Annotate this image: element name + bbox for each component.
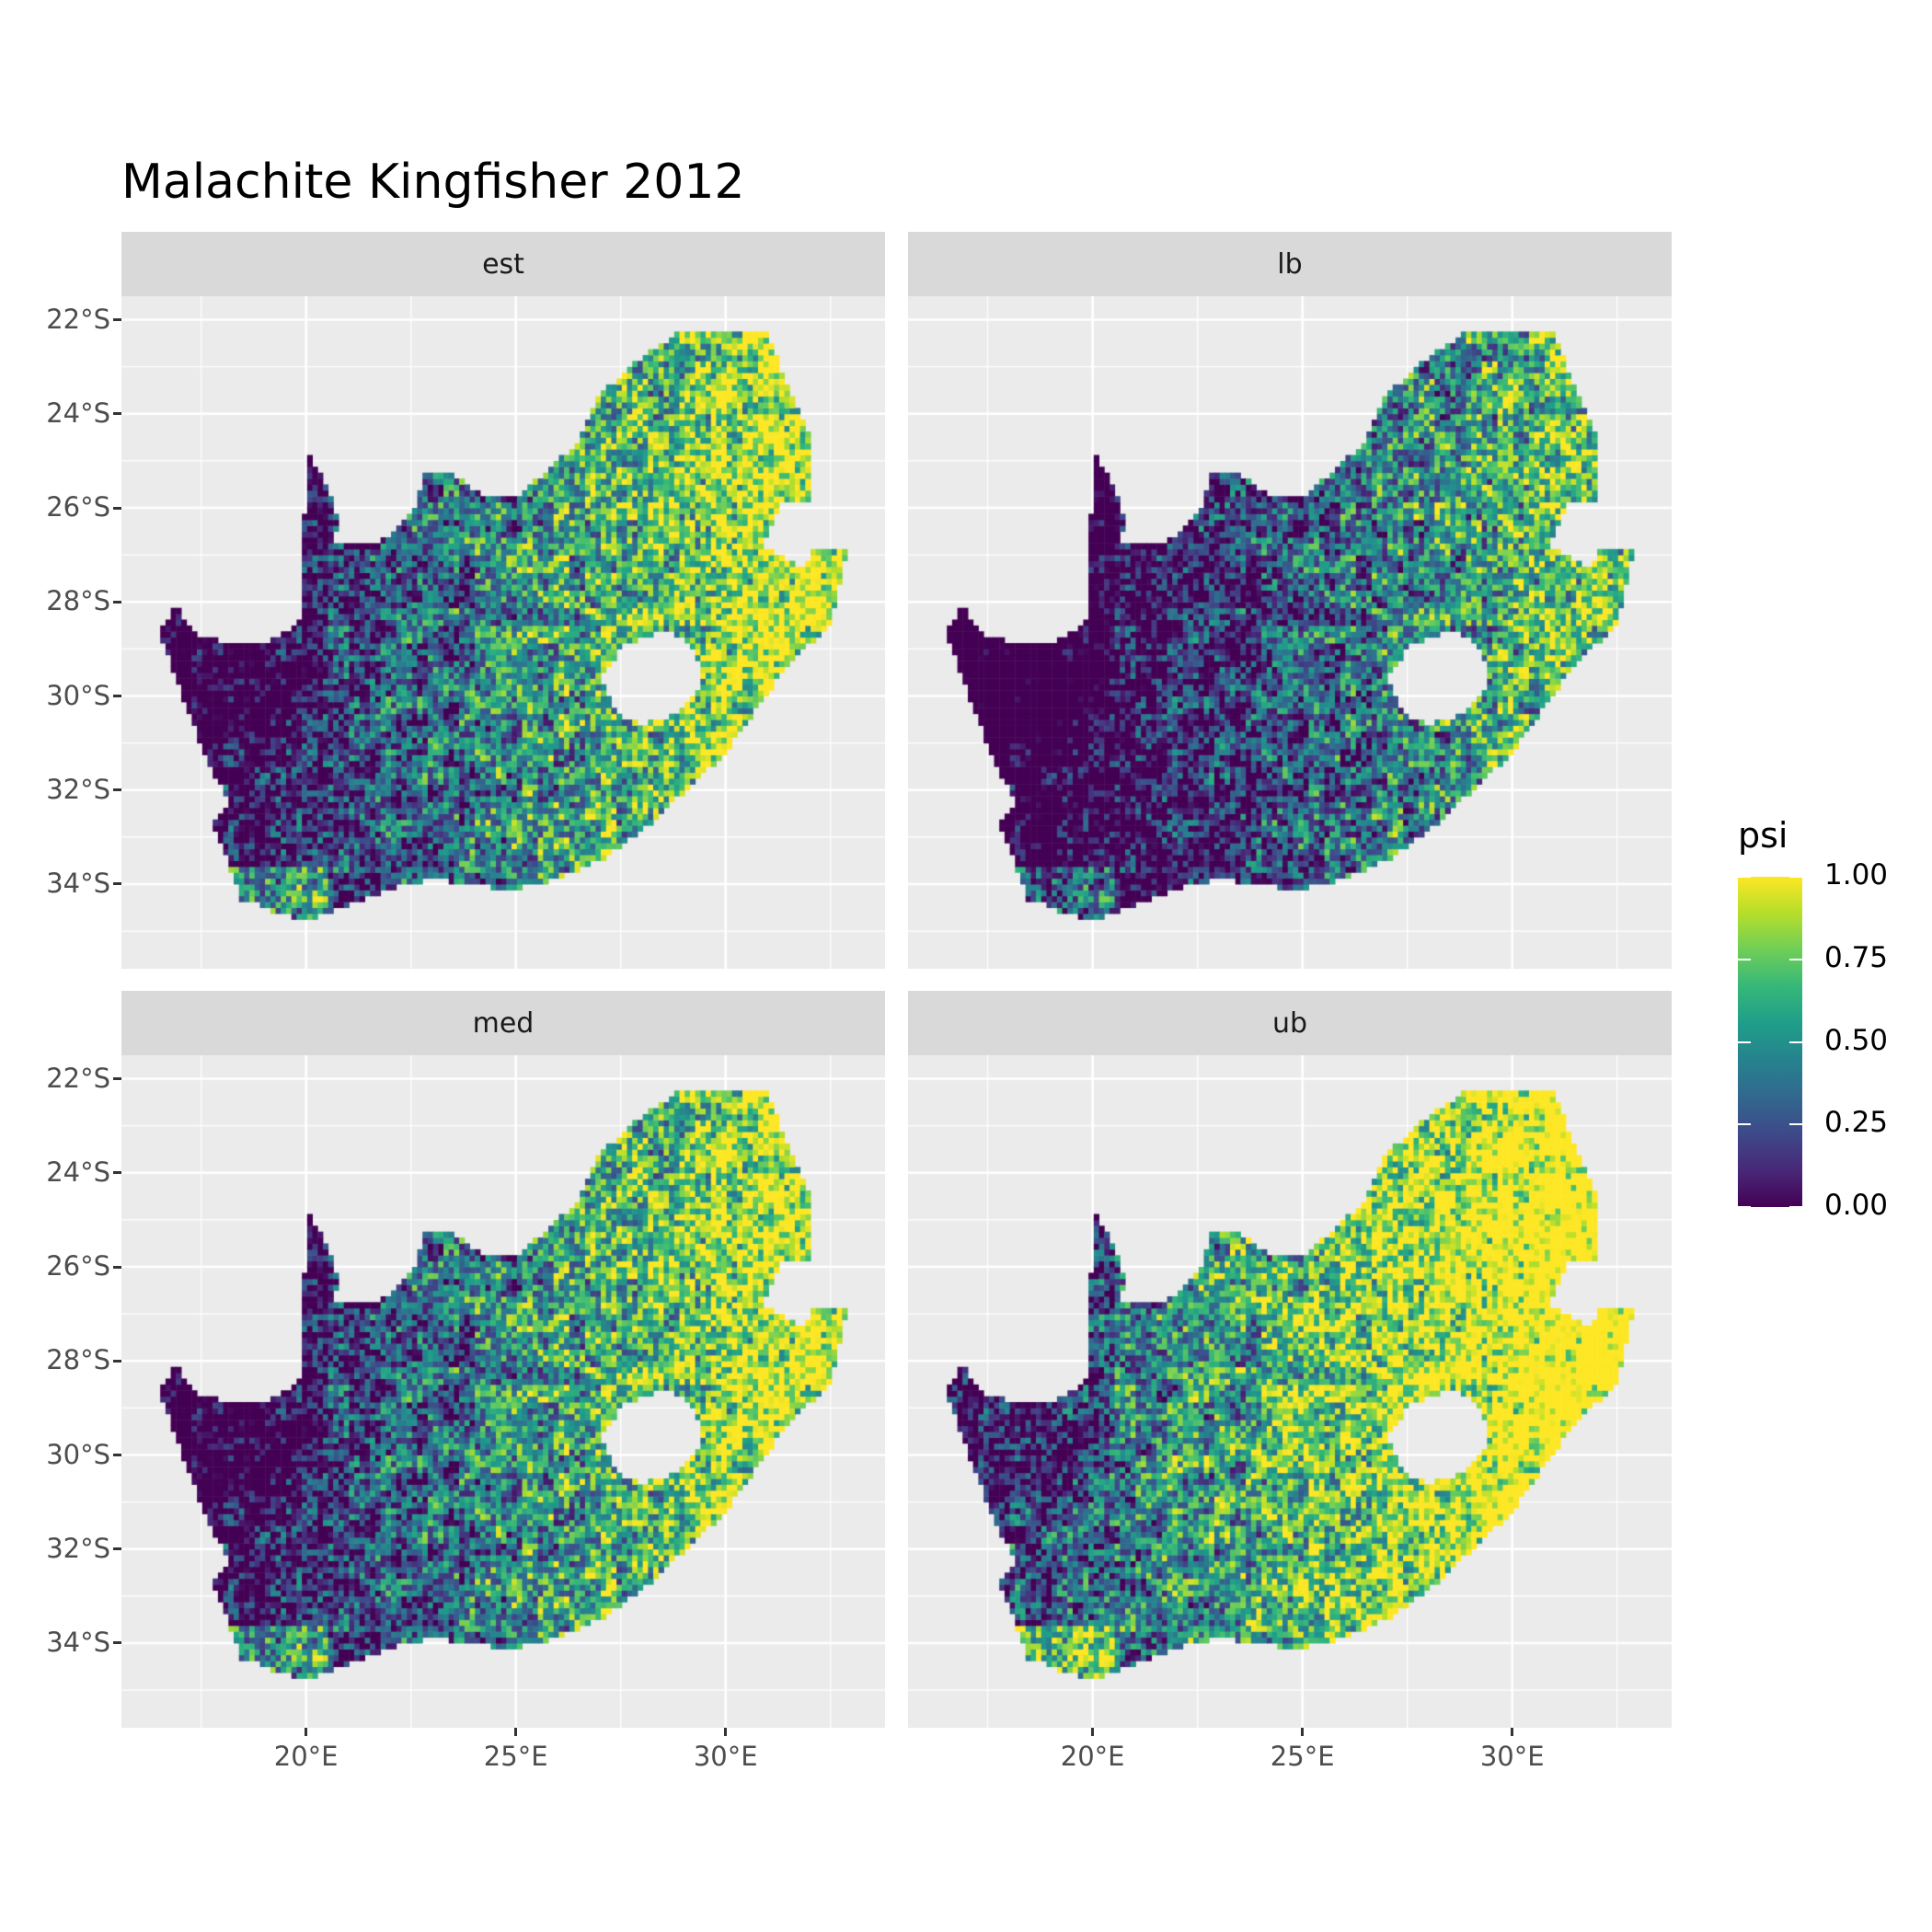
facet-strip-ub: ub: [908, 991, 1672, 1055]
facet-panel-est: [121, 296, 885, 969]
x-tick-mark: [1091, 1728, 1095, 1736]
y-tick-label: 32°S: [46, 1532, 110, 1564]
x-tick-mark: [1511, 1728, 1514, 1736]
facet-strip-lb: lb: [908, 232, 1672, 296]
colorbar-tick-mark: [1738, 958, 1751, 960]
occupancy-raster-lb: [908, 296, 1672, 969]
legend-title: psi: [1738, 815, 1788, 856]
occupancy-raster-med: [121, 1055, 885, 1728]
y-tick-mark: [113, 695, 121, 697]
y-tick-label: 32°S: [46, 773, 110, 805]
y-tick-label: 34°S: [46, 867, 110, 899]
y-tick-label: 34°S: [46, 1626, 110, 1658]
x-tick-label: 20°E: [1060, 1741, 1125, 1772]
y-tick-label: 26°S: [46, 1250, 110, 1282]
chart-title: Malachite Kingfisher 2012: [121, 155, 745, 210]
y-tick-mark: [113, 1359, 121, 1363]
y-tick-mark: [113, 1454, 121, 1456]
colorbar-tick-mark: [1738, 1206, 1751, 1208]
colorbar-tick-label: 1.00: [1824, 858, 1889, 891]
colorbar-tick-mark: [1738, 1041, 1751, 1043]
y-tick-mark: [113, 318, 121, 322]
x-tick-mark: [305, 1728, 308, 1736]
y-tick-mark: [113, 600, 121, 604]
colorbar-tick-label: 0.50: [1824, 1023, 1889, 1057]
y-tick-mark: [113, 1547, 121, 1551]
facet-strip-est: est: [121, 232, 885, 296]
x-tick-mark: [514, 1728, 518, 1736]
y-tick-label: 28°S: [46, 1344, 110, 1376]
x-tick-label: 25°E: [483, 1741, 548, 1772]
colorbar-tick-mark: [1789, 1123, 1802, 1126]
y-tick-mark: [113, 506, 121, 510]
colorbar-tick-mark: [1789, 1206, 1802, 1208]
y-tick-mark: [113, 412, 121, 416]
colorbar-tick-mark: [1789, 1041, 1802, 1043]
y-tick-mark: [113, 1265, 121, 1269]
y-tick-label: 26°S: [46, 491, 110, 523]
y-tick-label: 28°S: [46, 585, 110, 617]
x-tick-label: 30°E: [693, 1741, 758, 1772]
y-tick-mark: [113, 1077, 121, 1081]
y-tick-mark: [113, 788, 121, 792]
colorbar-tick-mark: [1738, 1123, 1751, 1126]
y-tick-label: 30°S: [46, 1438, 110, 1470]
colorbar-tick-label: 0.25: [1824, 1106, 1889, 1140]
occupancy-raster-est: [121, 296, 885, 969]
occupancy-raster-ub: [908, 1055, 1672, 1728]
y-tick-mark: [113, 882, 121, 886]
y-tick-label: 22°S: [46, 303, 110, 335]
facet-panel-med: [121, 1055, 885, 1728]
x-tick-label: 20°E: [273, 1741, 339, 1772]
colorbar-tick-mark: [1789, 876, 1802, 878]
y-tick-label: 24°S: [46, 397, 110, 429]
x-tick-mark: [1301, 1728, 1305, 1736]
colorbar-tick-mark: [1789, 958, 1802, 960]
facet-panel-ub: [908, 1055, 1672, 1728]
facet-strip-med: med: [121, 991, 885, 1055]
y-tick-mark: [113, 1641, 121, 1645]
y-tick-mark: [113, 1171, 121, 1175]
colorbar-tick-mark: [1738, 876, 1751, 878]
y-tick-label: 22°S: [46, 1062, 110, 1094]
x-tick-label: 25°E: [1270, 1741, 1335, 1772]
x-tick-mark: [724, 1728, 728, 1736]
y-tick-label: 30°S: [46, 679, 110, 711]
x-tick-label: 30°E: [1479, 1741, 1545, 1772]
colorbar-tick-label: 0.00: [1824, 1189, 1889, 1222]
y-tick-label: 24°S: [46, 1156, 110, 1188]
colorbar-tick-label: 0.75: [1824, 940, 1889, 974]
facet-panel-lb: [908, 296, 1672, 969]
